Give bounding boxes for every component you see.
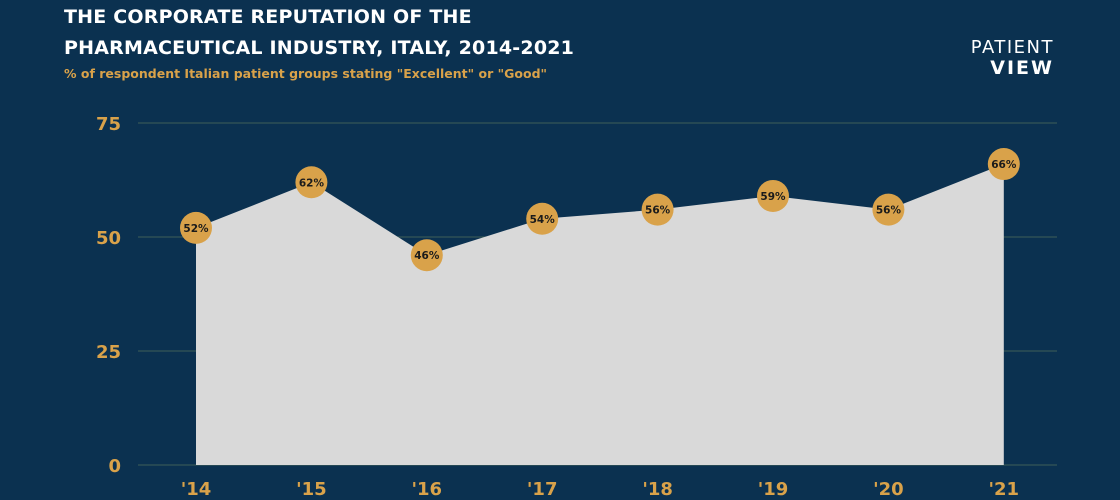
- x-tick-label: '18: [642, 479, 673, 500]
- x-tick-label: '15: [296, 479, 327, 500]
- chart-title-line-1: THE CORPORATE REPUTATION OF THE: [64, 6, 472, 28]
- data-label: 54%: [530, 214, 556, 226]
- x-tick-label: '14: [181, 479, 212, 500]
- data-point: [757, 179, 789, 212]
- chart-title-line-2: PHARMACEUTICAL INDUSTRY, ITALY, 2014-202…: [64, 37, 575, 59]
- data-label: 59%: [760, 191, 786, 203]
- chart-subtitle: % of respondent Italian patient groups s…: [64, 66, 548, 81]
- x-tick-label: '21: [989, 479, 1020, 500]
- data-point: [872, 193, 905, 226]
- data-label: 66%: [991, 159, 1017, 171]
- x-tick-label: '16: [412, 479, 443, 500]
- data-label: 52%: [183, 223, 209, 235]
- data-point: [180, 211, 212, 244]
- y-tick-label: 0: [108, 456, 121, 477]
- data-point: [987, 148, 1020, 181]
- chart-title: THE CORPORATE REPUTATION OF THE PHARMACE…: [64, 2, 574, 64]
- logo-line-2: VIEW: [990, 57, 1054, 79]
- data-label: 56%: [645, 205, 671, 217]
- x-tick-label: '17: [527, 479, 558, 500]
- data-point: [295, 166, 328, 199]
- data-label: 62%: [299, 177, 325, 189]
- y-tick-label: 25: [96, 342, 121, 363]
- data-point: [641, 193, 674, 226]
- x-tick-label: '20: [873, 479, 904, 500]
- data-label: 56%: [876, 205, 902, 217]
- data-label: 46%: [414, 250, 440, 262]
- patientview-logo: PATIENT VIEW: [971, 37, 1054, 79]
- logo-line-1: PATIENT: [970, 37, 1054, 58]
- y-tick-label: 50: [96, 228, 121, 249]
- x-tick-label: '19: [758, 479, 789, 500]
- area-series: [196, 164, 1004, 466]
- y-tick-label: 75: [96, 114, 121, 135]
- data-point: [526, 202, 559, 235]
- data-point: [410, 239, 443, 272]
